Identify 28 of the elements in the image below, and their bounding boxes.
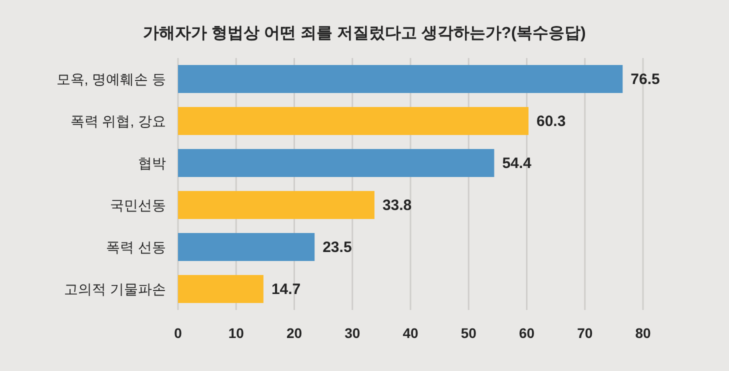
y-tick-label: 고의적 기물파손 bbox=[64, 281, 166, 297]
x-tick-label: 30 bbox=[344, 325, 360, 341]
x-tick-label: 80 bbox=[635, 325, 651, 341]
data-label: 33.8 bbox=[382, 197, 412, 214]
x-tick-label: 50 bbox=[460, 325, 477, 341]
bar bbox=[178, 275, 264, 303]
x-tick-label: 20 bbox=[286, 325, 302, 341]
x-tick-label: 70 bbox=[577, 325, 593, 341]
x-tick-label: 0 bbox=[174, 325, 182, 341]
x-tick-label: 60 bbox=[518, 325, 535, 341]
x-tick-label: 40 bbox=[402, 325, 418, 341]
y-tick-label: 폭력 위협, 강요 bbox=[70, 113, 166, 129]
y-tick-label: 폭력 선동 bbox=[106, 239, 166, 255]
bar bbox=[178, 233, 315, 261]
y-tick-label: 협박 bbox=[138, 155, 166, 171]
bar bbox=[178, 65, 623, 93]
data-label: 54.4 bbox=[502, 155, 532, 172]
x-tick-label: 10 bbox=[228, 325, 244, 341]
chart-title: 가해자가 형법상 어떤 죄를 저질렀다고 생각하는가?(복수응답) bbox=[143, 25, 586, 42]
bar bbox=[178, 191, 374, 219]
data-label: 23.5 bbox=[322, 239, 352, 256]
data-label: 14.7 bbox=[271, 281, 301, 298]
data-label: 60.3 bbox=[536, 113, 566, 130]
bar bbox=[178, 107, 528, 135]
bar bbox=[178, 149, 494, 177]
y-tick-label: 국민선동 bbox=[110, 197, 166, 213]
y-tick-label: 모욕, 명예훼손 등 bbox=[56, 71, 166, 87]
data-label: 76.5 bbox=[630, 71, 660, 88]
